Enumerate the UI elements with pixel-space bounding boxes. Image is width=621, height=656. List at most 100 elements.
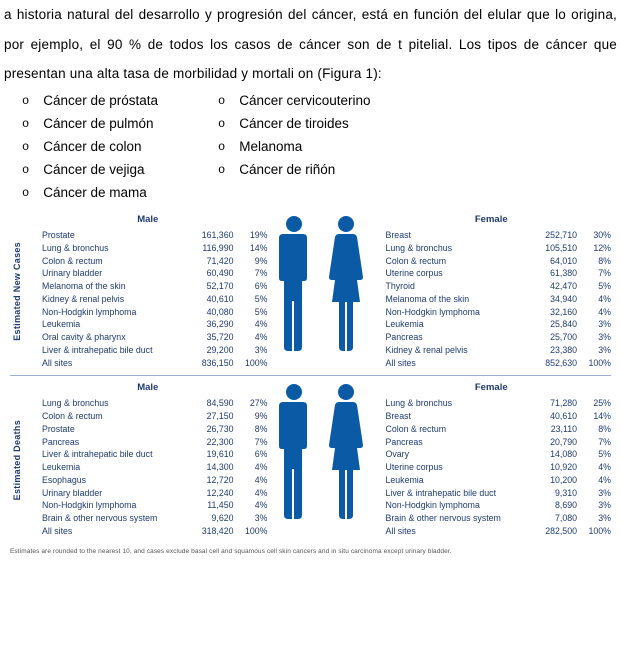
pct-value: 4% bbox=[234, 499, 268, 512]
pct-value: 12% bbox=[577, 242, 611, 255]
section-label: Estimated New Cases bbox=[10, 242, 24, 341]
cases-value: 252,710 bbox=[533, 229, 577, 242]
female-silhouette bbox=[320, 382, 372, 524]
cases-value: 9,310 bbox=[533, 487, 577, 500]
table-row: Liver & intrahepatic bile duct9,3103% bbox=[372, 487, 612, 500]
pct-value: 14% bbox=[234, 242, 268, 255]
site-name: Kidney & renal pelvis bbox=[386, 344, 534, 357]
site-name: All sites bbox=[42, 525, 190, 538]
cases-value: 36,290 bbox=[190, 318, 234, 331]
section-label: Estimated Deaths bbox=[10, 420, 24, 500]
male-column: MaleLung & bronchus84,59027%Colon & rect… bbox=[28, 382, 268, 537]
cases-value: 60,490 bbox=[190, 267, 234, 280]
site-name: All sites bbox=[42, 357, 190, 370]
pct-value: 100% bbox=[234, 357, 268, 370]
bullet-marker: o bbox=[218, 94, 225, 108]
site-name: Leukemia bbox=[42, 461, 190, 474]
pct-value: 27% bbox=[234, 397, 268, 410]
pct-value: 3% bbox=[577, 499, 611, 512]
pct-value: 3% bbox=[234, 512, 268, 525]
pct-value: 3% bbox=[577, 512, 611, 525]
table-row: Colon & rectum27,1509% bbox=[28, 410, 268, 423]
cases-value: 27,150 bbox=[190, 410, 234, 423]
site-name: Urinary bladder bbox=[42, 267, 190, 280]
bullet-label: Cáncer de mama bbox=[43, 185, 147, 200]
pct-value: 4% bbox=[234, 318, 268, 331]
table-row: Pancreas20,7907% bbox=[372, 436, 612, 449]
bullet-marker: o bbox=[22, 186, 29, 200]
cases-value: 52,170 bbox=[190, 280, 234, 293]
bullet-label: Cáncer de pulmón bbox=[43, 116, 153, 131]
site-name: Breast bbox=[386, 410, 534, 423]
table-row: Pancreas25,7003% bbox=[372, 331, 612, 344]
table-row: Urinary bladder60,4907% bbox=[28, 267, 268, 280]
bullet-marker: o bbox=[218, 163, 225, 177]
site-name: Brain & other nervous system bbox=[42, 512, 190, 525]
bullet-item: oCáncer de pulmón bbox=[22, 116, 158, 131]
cases-value: 71,280 bbox=[533, 397, 577, 410]
cases-value: 23,110 bbox=[533, 423, 577, 436]
site-name: Colon & rectum bbox=[42, 410, 190, 423]
table-row: Oral cavity & pharynx35,7204% bbox=[28, 331, 268, 344]
bullet-col-right: oCáncer cervicouterinooCáncer de tiroide… bbox=[218, 93, 371, 200]
cases-value: 852,630 bbox=[533, 357, 577, 370]
table-row: All sites318,420100% bbox=[28, 525, 268, 538]
site-name: Pancreas bbox=[386, 331, 534, 344]
male-silhouette-icon bbox=[277, 382, 311, 522]
cases-value: 14,080 bbox=[533, 448, 577, 461]
table-row: Leukemia25,8403% bbox=[372, 318, 612, 331]
table-row: Non-Hodgkin lymphoma11,4504% bbox=[28, 499, 268, 512]
pct-value: 100% bbox=[577, 357, 611, 370]
cases-value: 12,720 bbox=[190, 474, 234, 487]
table-row: Leukemia10,2004% bbox=[372, 474, 612, 487]
table-row: All sites852,630100% bbox=[372, 357, 612, 370]
pct-value: 8% bbox=[577, 423, 611, 436]
bullet-label: Cáncer cervicouterino bbox=[239, 93, 370, 108]
bullet-col-left: oCáncer de próstataoCáncer de pulmónoCán… bbox=[22, 93, 158, 200]
female-header: Female bbox=[372, 214, 612, 225]
pct-value: 4% bbox=[577, 461, 611, 474]
pct-value: 4% bbox=[577, 474, 611, 487]
female-header: Female bbox=[372, 382, 612, 393]
cases-value: 7,080 bbox=[533, 512, 577, 525]
male-silhouette bbox=[268, 214, 320, 356]
cases-value: 61,380 bbox=[533, 267, 577, 280]
table-row: Lung & bronchus71,28025% bbox=[372, 397, 612, 410]
cases-value: 71,420 bbox=[190, 255, 234, 268]
pct-value: 6% bbox=[234, 280, 268, 293]
site-name: Non-Hodgkin lymphoma bbox=[42, 306, 190, 319]
footnote: Estimates are rounded to the nearest 10,… bbox=[10, 548, 611, 555]
pct-value: 5% bbox=[234, 306, 268, 319]
cases-value: 35,720 bbox=[190, 331, 234, 344]
female-silhouette-icon bbox=[329, 214, 363, 354]
bullet-item: oCáncer de riñón bbox=[218, 162, 371, 177]
pct-value: 3% bbox=[577, 318, 611, 331]
pct-value: 3% bbox=[577, 487, 611, 500]
pct-value: 7% bbox=[234, 267, 268, 280]
pct-value: 4% bbox=[577, 293, 611, 306]
pct-value: 8% bbox=[577, 255, 611, 268]
site-name: Uterine corpus bbox=[386, 267, 534, 280]
pct-value: 14% bbox=[577, 410, 611, 423]
table-row: Pancreas22,3007% bbox=[28, 436, 268, 449]
bullet-item: oCáncer de colon bbox=[22, 139, 158, 154]
site-name: Leukemia bbox=[386, 474, 534, 487]
table-row: All sites836,150100% bbox=[28, 357, 268, 370]
pct-value: 5% bbox=[577, 448, 611, 461]
cases-value: 40,610 bbox=[533, 410, 577, 423]
table-row: Brain & other nervous system7,0803% bbox=[372, 512, 612, 525]
pct-value: 4% bbox=[234, 474, 268, 487]
pct-value: 5% bbox=[234, 293, 268, 306]
pct-value: 4% bbox=[577, 306, 611, 319]
pct-value: 7% bbox=[577, 436, 611, 449]
site-name: Prostate bbox=[42, 423, 190, 436]
site-name: Lung & bronchus bbox=[386, 397, 534, 410]
male-header: Male bbox=[28, 214, 268, 225]
site-name: Oral cavity & pharynx bbox=[42, 331, 190, 344]
site-name: Pancreas bbox=[386, 436, 534, 449]
bullet-item: oMelanoma bbox=[218, 139, 371, 154]
site-name: Liver & intrahepatic bile duct bbox=[386, 487, 534, 500]
bullet-marker: o bbox=[22, 94, 29, 108]
table-row: Non-Hodgkin lymphoma32,1604% bbox=[372, 306, 612, 319]
table-row: Lung & bronchus116,99014% bbox=[28, 242, 268, 255]
